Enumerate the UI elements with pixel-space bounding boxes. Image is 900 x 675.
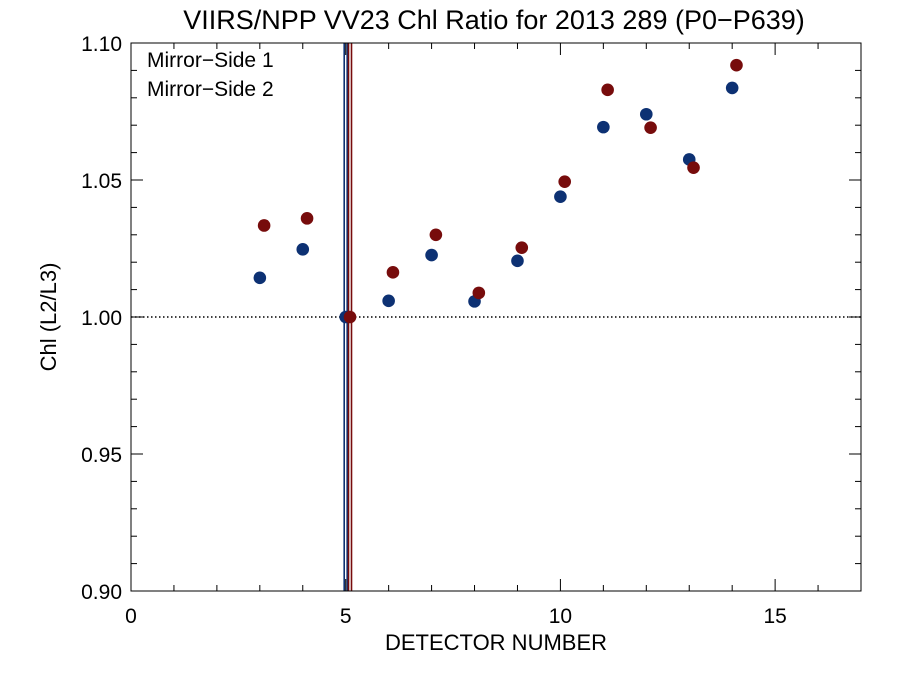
data-point-series-1: [639, 107, 653, 121]
y-tick-label: 1.10: [81, 33, 122, 56]
chart-title: VIIRS/NPP VV23 Chl Ratio for 2013 289 (P…: [183, 5, 805, 35]
data-point-series-1: [554, 190, 567, 204]
legend: Mirror−Side 1 Mirror−Side 2: [147, 49, 274, 101]
y-tick-label: 1.00: [81, 307, 122, 330]
data-point-series-1: [253, 271, 267, 285]
data-point-series-2: [644, 121, 657, 134]
data-point-series-2: [343, 310, 357, 324]
data-point-series-1: [511, 254, 524, 268]
y-axis-label: Chl (L2/L3): [36, 263, 61, 372]
data-point-series-2: [429, 228, 443, 242]
data-point-series-2: [687, 161, 700, 174]
data-point-series-1: [425, 248, 438, 262]
data-point-series-2: [300, 212, 314, 225]
y-tick-label: 1.05: [81, 170, 122, 193]
data-point-series-1: [597, 120, 610, 134]
x-tick-label: 15: [763, 605, 786, 628]
x-axis-label: DETECTOR NUMBER: [385, 630, 607, 655]
tick-labels: 0 5 10 15 0.90 0.95 1.00 1.05 1.10: [81, 33, 787, 628]
legend-entry-mirror-side-2: Mirror−Side 2: [147, 78, 274, 101]
data-points: [253, 58, 743, 324]
x-tick-label: 0: [125, 605, 137, 628]
x-tick-label: 10: [549, 605, 572, 628]
data-point-series-2: [730, 58, 743, 72]
x-tick-label: 5: [340, 605, 352, 628]
data-point-series-1: [296, 243, 310, 256]
data-point-series-2: [257, 219, 271, 232]
y-tick-label: 0.90: [81, 581, 122, 604]
y-tick-label: 0.95: [81, 444, 122, 467]
legend-entry-mirror-side-1: Mirror−Side 1: [147, 49, 274, 72]
data-point-series-1: [382, 294, 395, 308]
data-point-series-2: [601, 83, 614, 97]
reference-lines: [131, 43, 861, 591]
data-point-series-2: [386, 266, 400, 279]
data-point-series-2: [515, 241, 529, 254]
plot-frame: [130, 42, 862, 592]
data-point-series-2: [472, 286, 486, 300]
data-point-series-2: [558, 175, 572, 188]
data-point-series-1: [725, 81, 739, 95]
